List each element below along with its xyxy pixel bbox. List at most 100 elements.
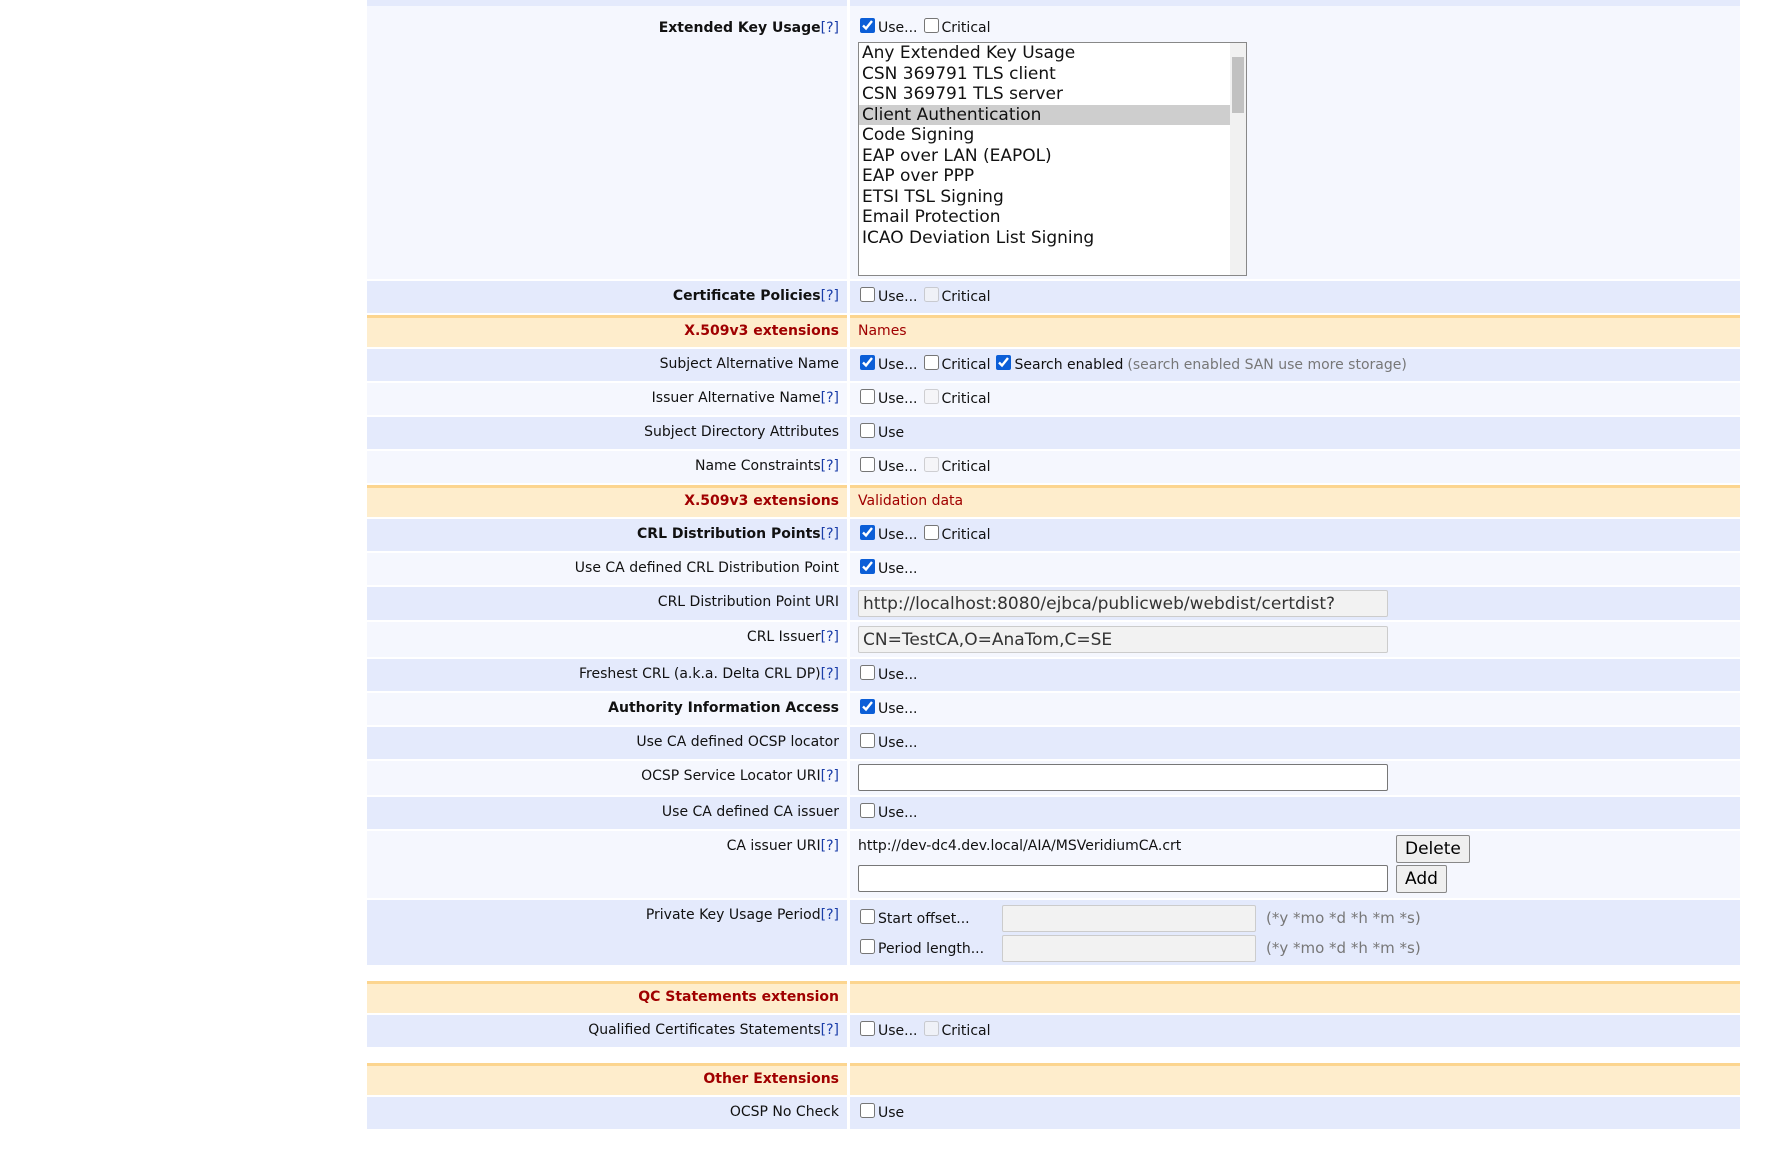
critical-label: Critical bbox=[941, 1023, 991, 1039]
use-ca-crldp-checkbox[interactable] bbox=[860, 559, 875, 574]
ocsp-uri-input[interactable] bbox=[858, 764, 1388, 791]
eku-use-checkbox[interactable] bbox=[860, 18, 875, 33]
crldp-critical-checkbox[interactable] bbox=[923, 525, 939, 540]
ian-use-checkbox[interactable] bbox=[860, 389, 875, 404]
san-note: (search enabled SAN use more storage) bbox=[1127, 357, 1407, 373]
critical-label: Critical bbox=[941, 527, 991, 543]
eku-option[interactable]: EAP over LAN (EAPOL) bbox=[862, 145, 1052, 166]
use-label: Use... bbox=[878, 20, 918, 36]
row-certificate-policies: Certificate Policies[?] Use... Critical bbox=[367, 281, 1740, 313]
row-crl-distribution-points: CRL Distribution Points[?] Use... Critica… bbox=[367, 519, 1740, 551]
row-freshest-crl: Freshest CRL (a.k.a. Delta CRL DP)[?] Us… bbox=[367, 659, 1740, 691]
use-label: Use... bbox=[878, 735, 918, 751]
scrollbar-thumb[interactable] bbox=[1232, 57, 1244, 113]
qcs-critical-checkbox[interactable] bbox=[923, 1021, 939, 1036]
use-label: Use... bbox=[878, 1023, 918, 1039]
sda-use-checkbox[interactable] bbox=[860, 423, 875, 438]
critical-label: Critical bbox=[941, 459, 991, 475]
help-link[interactable]: [?] bbox=[820, 1022, 839, 1038]
eku-option[interactable]: Email Protection bbox=[862, 207, 1001, 227]
row-ocsp-no-check: OCSP No Check Use bbox=[367, 1097, 1740, 1129]
critical-label: Critical bbox=[941, 20, 991, 36]
san-search-checkbox[interactable] bbox=[996, 355, 1012, 370]
label: CRL Distribution Points bbox=[637, 526, 821, 542]
label: OCSP Service Locator URI bbox=[641, 768, 821, 784]
use-ca-ocsp-checkbox[interactable] bbox=[860, 733, 875, 748]
format-hint: (*y *mo *d *h *m *s) bbox=[1266, 909, 1421, 927]
eku-critical-checkbox[interactable] bbox=[923, 18, 939, 33]
section-subtitle: Validation data bbox=[850, 485, 1740, 517]
aia-use-checkbox[interactable] bbox=[860, 699, 875, 714]
crl-issuer-input[interactable] bbox=[858, 626, 1388, 653]
section-header-names: X.509v3 extensions Names bbox=[367, 315, 1740, 347]
help-link[interactable]: [?] bbox=[820, 288, 839, 304]
period-length-input[interactable] bbox=[1002, 934, 1256, 962]
eku-option[interactable]: Client Authentication bbox=[859, 104, 1231, 125]
section-title: QC Statements extension bbox=[367, 981, 847, 1013]
row-name-constraints: Name Constraints[?] Use... Critical bbox=[367, 451, 1740, 483]
critical-label: Critical bbox=[941, 357, 991, 373]
ian-critical-checkbox[interactable] bbox=[923, 389, 939, 404]
help-link[interactable]: [?] bbox=[820, 666, 839, 682]
section-header-other: Other Extensions bbox=[367, 1063, 1740, 1095]
help-link[interactable]: [?] bbox=[820, 838, 839, 854]
label: OCSP No Check bbox=[367, 1097, 847, 1129]
eku-option[interactable]: ICAO Deviation List Signing bbox=[862, 227, 1095, 248]
cp-critical-checkbox[interactable] bbox=[923, 287, 939, 302]
use-label: Use... bbox=[878, 805, 918, 821]
use-ca-issuer-checkbox[interactable] bbox=[860, 803, 875, 818]
start-offset-checkbox[interactable] bbox=[860, 909, 875, 924]
eku-option[interactable]: EAP over PPP bbox=[862, 166, 975, 186]
help-link[interactable]: [?] bbox=[820, 20, 839, 36]
delete-button[interactable]: Delete bbox=[1396, 835, 1470, 863]
period-length-checkbox[interactable] bbox=[860, 939, 875, 954]
nc-use-checkbox[interactable] bbox=[860, 457, 875, 472]
label: Private Key Usage Period bbox=[645, 907, 821, 923]
eku-option[interactable]: CSN 369791 TLS server bbox=[862, 84, 1063, 104]
certificate-profile-table: Extended Key Usage[?] Use... Critical Any… bbox=[367, 0, 1740, 1131]
section-title: Other Extensions bbox=[367, 1063, 847, 1095]
use-label: Use... bbox=[878, 561, 918, 577]
san-use-checkbox[interactable] bbox=[860, 355, 875, 370]
eku-option[interactable]: ETSI TSL Signing bbox=[862, 186, 1004, 207]
critical-label: Critical bbox=[941, 289, 991, 305]
ca-issuer-uri-input[interactable] bbox=[858, 865, 1388, 892]
section-subtitle: Names bbox=[850, 315, 1740, 347]
help-link[interactable]: [?] bbox=[820, 907, 839, 923]
add-button[interactable]: Add bbox=[1396, 865, 1447, 893]
help-link[interactable]: [?] bbox=[820, 390, 839, 406]
eku-option[interactable]: Code Signing bbox=[862, 125, 975, 145]
cp-use-checkbox[interactable] bbox=[860, 287, 875, 302]
section-title: X.509v3 extensions bbox=[367, 485, 847, 517]
ocsp-nocheck-checkbox[interactable] bbox=[860, 1103, 875, 1118]
row-ocsp-uri: OCSP Service Locator URI[?] bbox=[367, 761, 1740, 795]
use-label: Use... bbox=[878, 667, 918, 683]
eku-listbox[interactable]: Any Extended Key Usage CSN 369791 TLS cli… bbox=[858, 42, 1247, 276]
listbox-scrollbar[interactable] bbox=[1230, 43, 1246, 275]
crldp-uri-input[interactable] bbox=[858, 590, 1388, 617]
san-critical-checkbox[interactable] bbox=[923, 355, 939, 370]
help-link[interactable]: [?] bbox=[820, 629, 839, 645]
use-label: Use bbox=[878, 1105, 905, 1121]
period-length-label: Period length... bbox=[878, 941, 985, 957]
row-use-ca-crldp: Use CA defined CRL Distribution Point Us… bbox=[367, 553, 1740, 585]
help-link[interactable]: [?] bbox=[820, 526, 839, 542]
qcs-use-checkbox[interactable] bbox=[860, 1021, 875, 1036]
label: Authority Information Access bbox=[608, 700, 839, 716]
help-link[interactable]: [?] bbox=[820, 768, 839, 784]
row-subject-alternative-name: Subject Alternative Name Use... Critical S… bbox=[367, 349, 1740, 381]
eku-option[interactable]: Any Extended Key Usage bbox=[862, 43, 1076, 63]
crldp-use-checkbox[interactable] bbox=[860, 525, 875, 540]
help-link[interactable]: [?] bbox=[820, 458, 839, 474]
label: Use CA defined CA issuer bbox=[367, 797, 847, 829]
use-label: Use... bbox=[878, 289, 918, 305]
label: Qualified Certificates Statements bbox=[588, 1022, 821, 1038]
eku-option[interactable]: CSN 369791 TLS client bbox=[862, 63, 1056, 84]
use-label: Use... bbox=[878, 459, 918, 475]
nc-critical-checkbox[interactable] bbox=[923, 457, 939, 472]
start-offset-input[interactable] bbox=[1002, 904, 1256, 932]
row-qualified-certificates-statements: Qualified Certificates Statements[?] Use… bbox=[367, 1015, 1740, 1047]
freshest-use-checkbox[interactable] bbox=[860, 665, 875, 680]
label: Extended Key Usage bbox=[658, 20, 821, 36]
row-subject-directory-attributes: Subject Directory Attributes Use bbox=[367, 417, 1740, 449]
